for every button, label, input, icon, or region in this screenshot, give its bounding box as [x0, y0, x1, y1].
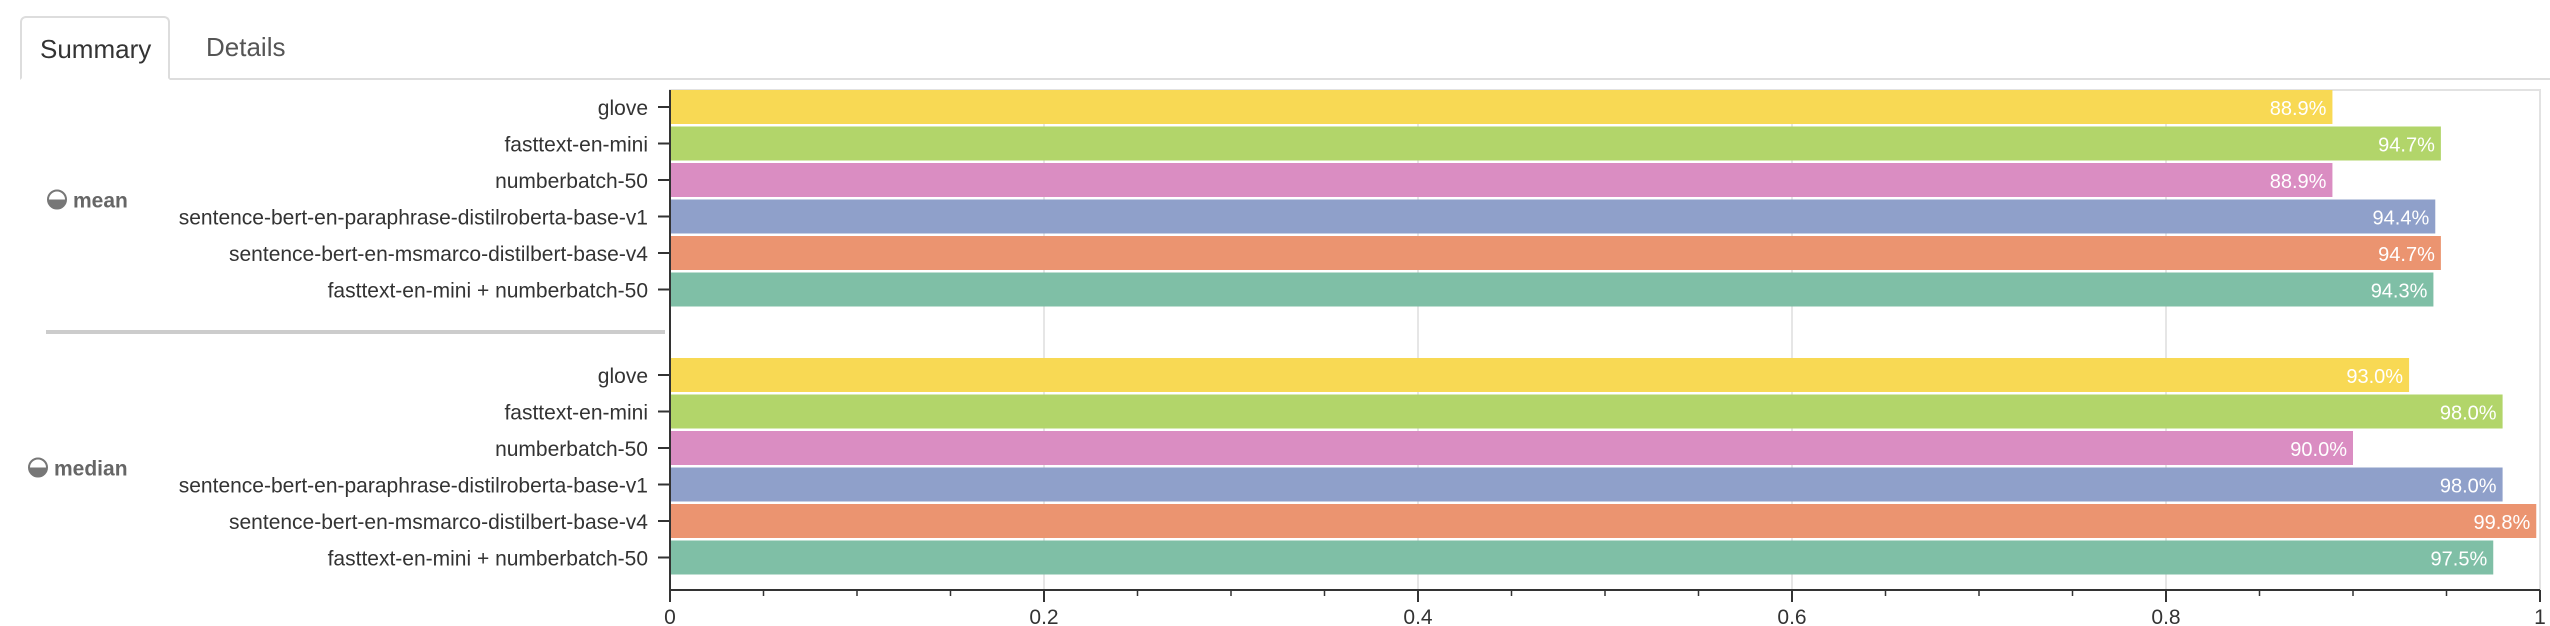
half-circle-icon — [47, 189, 67, 210]
bar-value-label: 94.3% — [2371, 281, 2428, 303]
bar — [670, 467, 2503, 502]
category-label: glove — [598, 365, 648, 388]
bar — [670, 431, 2353, 465]
bar-value-label: 88.9% — [2270, 98, 2327, 120]
bar — [670, 394, 2503, 429]
bar — [670, 163, 2333, 197]
category-label: glove — [598, 97, 648, 120]
category-label: sentence-bert-en-paraphrase-distilrobert… — [179, 207, 648, 230]
category-label: fasttext-en-mini + numberbatch-50 — [328, 280, 648, 303]
half-circle-fill — [29, 467, 47, 477]
bar-value-label: 94.7% — [2378, 244, 2435, 266]
bar — [670, 504, 2537, 538]
bar-value-label: 94.4% — [2373, 208, 2430, 230]
category-label: numberbatch-50 — [495, 170, 648, 193]
category-label: numberbatch-50 — [495, 438, 648, 461]
tab-summary[interactable]: Summary — [20, 16, 170, 80]
x-tick-label: 0.4 — [1403, 606, 1433, 626]
bar — [670, 126, 2441, 161]
category-label: sentence-bert-en-paraphrase-distilrobert… — [179, 475, 648, 498]
bar-value-label: 98.0% — [2440, 476, 2497, 498]
category-label: fasttext-en-mini — [504, 402, 648, 425]
category-label: fasttext-en-mini + numberbatch-50 — [328, 548, 648, 571]
x-tick-label: 0.8 — [2151, 606, 2180, 626]
bar — [670, 540, 2494, 575]
bar — [670, 358, 2410, 392]
x-tick-label: 0 — [664, 606, 676, 626]
half-circle-fill — [48, 199, 66, 209]
bar — [670, 90, 2333, 124]
bar — [670, 236, 2441, 270]
bar-value-label: 99.8% — [2474, 512, 2531, 534]
bar-value-label: 97.5% — [2431, 549, 2488, 571]
bar-value-label: 90.0% — [2290, 439, 2347, 461]
category-label: fasttext-en-mini — [504, 134, 648, 157]
half-circle-icon — [28, 457, 48, 478]
x-tick-label: 1 — [2534, 606, 2546, 626]
x-tick-label: 0.2 — [1029, 606, 1058, 626]
bar-value-label: 94.7% — [2378, 135, 2435, 157]
bar-value-label: 98.0% — [2440, 403, 2497, 425]
category-label: sentence-bert-en-msmarco-distilbert-base… — [229, 511, 648, 534]
group-label: median — [54, 458, 128, 481]
group-label: mean — [73, 190, 128, 213]
bar-value-label: 93.0% — [2346, 366, 2403, 388]
bar-value-label: 88.9% — [2270, 171, 2327, 193]
bar — [670, 272, 2434, 307]
bar — [670, 199, 2436, 234]
x-tick-label: 0.6 — [1777, 606, 1806, 626]
category-label: sentence-bert-en-msmarco-distilbert-base… — [229, 243, 648, 266]
tab-details[interactable]: Details — [206, 32, 286, 62]
tab-bar: Summary Details — [20, 16, 2550, 80]
